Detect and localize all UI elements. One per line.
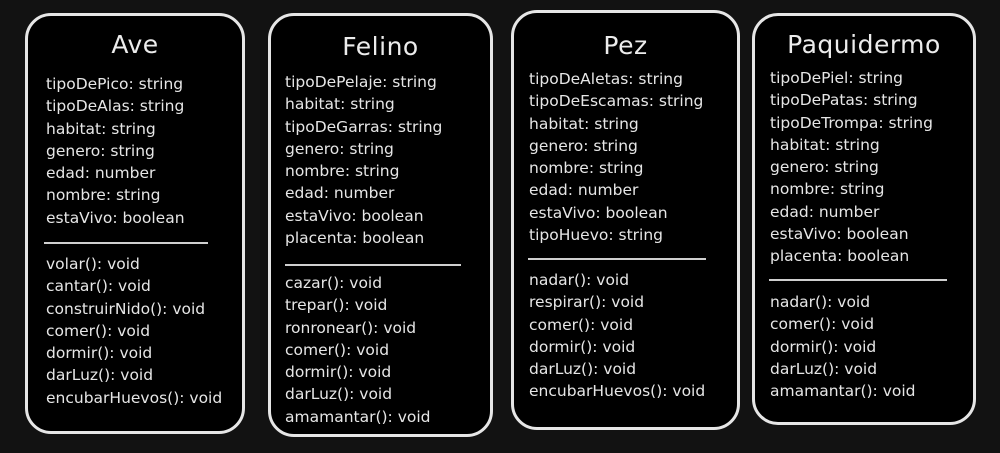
attribute-item: tipoDePatas: string [770,91,918,110]
attribute-item: edad: number [770,202,880,221]
method-item: trepar(): void [285,296,388,315]
attribute-list: tipoDeAletas: string tipoDeEscamas: stri… [529,68,737,246]
method-item: comer(): void [46,321,151,340]
method-item: volar(): void [46,255,140,273]
section-divider [769,279,947,281]
attribute-item: habitat: string [529,114,639,133]
class-card-felino: Felino tipoDePelaje: string habitat: str… [268,13,493,437]
attribute-list: tipoDePelaje: string habitat: string tip… [285,71,490,249]
attribute-item: edad: number [529,181,639,200]
attribute-item: tipoDeGarras: string [285,117,443,136]
attribute-item: genero: string [770,158,879,177]
method-list: cazar(): void trepar(): void ronronear()… [285,272,490,428]
method-item: amamantar(): void [770,382,916,401]
method-item: darLuz(): void [46,366,154,385]
attribute-item: placenta: boolean [770,247,910,266]
attribute-item: edad: number [46,164,156,183]
attribute-list: tipoDePico: string tipoDeAlas: string ha… [46,73,242,229]
attribute-item: tipoDeEscamas: string [529,92,704,111]
attribute-item: tipoHuevo: string [529,226,664,245]
class-title: Felino [342,32,419,61]
class-title: Paquidermo [787,30,941,59]
attribute-item: tipoDeAlas: string [46,97,185,116]
method-item: darLuz(): void [770,359,878,378]
method-item: darLuz(): void [285,385,393,404]
section-divider [285,264,461,266]
attribute-item: estaVivo: boolean [529,203,668,222]
attribute-item: nombre: string [770,180,885,199]
section-divider [528,258,706,260]
attribute-item: habitat: string [46,119,156,138]
method-list: nadar(): void comer(): void dormir(): vo… [770,291,973,402]
method-item: comer(): void [285,340,390,359]
attribute-list: tipoDePiel: string tipoDePatas: string t… [770,67,973,268]
class-card-paquidermo: Paquidermo tipoDePiel: string tipoDePata… [752,13,976,425]
attribute-item: tipoDePelaje: string [285,73,437,91]
method-item: nadar(): void [770,293,871,311]
method-item: amamantar(): void [285,407,431,426]
method-item: encubarHuevos(): void [529,382,706,401]
attribute-item: nombre: string [285,162,400,181]
attribute-item: estaVivo: boolean [770,225,909,244]
method-item: respirar(): void [529,293,645,312]
class-card-ave: Ave tipoDePico: string tipoDeAlas: strin… [25,13,245,434]
attribute-item: genero: string [529,136,638,155]
attribute-item: edad: number [285,184,395,203]
attribute-item: placenta: boolean [285,229,425,248]
method-item: cantar(): void [46,277,151,296]
attribute-item: genero: string [285,139,394,158]
attribute-item: nombre: string [529,159,644,178]
attribute-item: estaVivo: boolean [285,206,424,225]
attribute-item: genero: string [46,141,155,160]
class-title: Pez [603,31,648,60]
attribute-item: estaVivo: boolean [46,208,185,227]
method-item: dormir(): void [46,344,153,363]
method-item: dormir(): void [770,337,877,356]
method-item: dormir(): void [529,337,636,356]
method-item: comer(): void [529,315,634,334]
attribute-item: habitat: string [770,135,880,154]
method-item: cazar(): void [285,274,383,292]
attribute-item: tipoDeAletas: string [529,70,683,88]
method-item: comer(): void [770,315,875,334]
method-item: encubarHuevos(): void [46,388,223,407]
method-item: ronronear(): void [285,318,417,337]
attribute-item: tipoDePico: string [46,75,184,93]
method-list: volar(): void cantar(): void construirNi… [46,253,242,409]
class-title: Ave [111,30,159,59]
attribute-item: tipoDeTrompa: string [770,113,933,132]
method-list: nadar(): void respirar(): void comer(): … [529,269,737,403]
attribute-item: habitat: string [285,95,395,114]
method-item: darLuz(): void [529,360,637,379]
class-card-pez: Pez tipoDeAletas: string tipoDeEscamas: … [511,10,740,430]
attribute-item: nombre: string [46,186,161,205]
method-item: nadar(): void [529,271,630,289]
section-divider [44,242,208,244]
method-item: dormir(): void [285,363,392,382]
method-item: construirNido(): void [46,299,206,318]
attribute-item: tipoDePiel: string [770,69,903,87]
